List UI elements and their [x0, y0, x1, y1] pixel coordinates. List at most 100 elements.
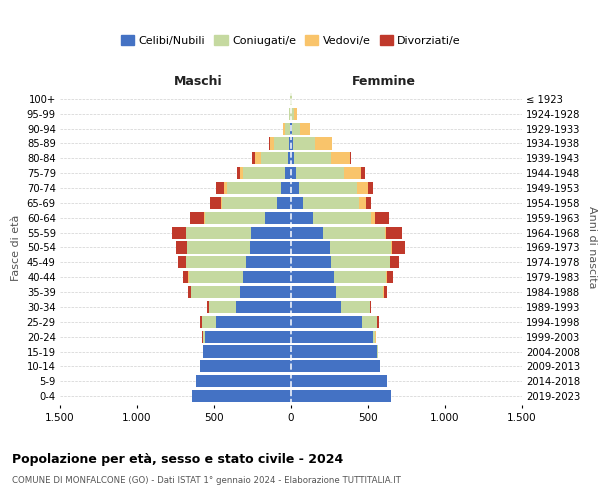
- Bar: [291, 256, 331, 268]
- Text: Maschi: Maschi: [174, 75, 223, 88]
- Bar: [187, 242, 250, 254]
- Bar: [281, 182, 291, 194]
- Bar: [291, 212, 313, 224]
- Bar: [291, 346, 377, 358]
- Bar: [178, 256, 186, 268]
- Bar: [291, 242, 329, 254]
- Bar: [203, 346, 291, 358]
- Bar: [329, 242, 391, 254]
- Bar: [202, 330, 203, 342]
- Bar: [236, 301, 291, 313]
- Bar: [289, 138, 291, 149]
- Bar: [389, 256, 391, 268]
- Bar: [277, 197, 291, 209]
- Bar: [377, 346, 378, 358]
- Bar: [283, 122, 285, 134]
- Bar: [288, 152, 291, 164]
- Bar: [331, 152, 350, 164]
- Bar: [186, 226, 251, 238]
- Bar: [291, 167, 296, 179]
- Bar: [386, 226, 401, 238]
- Bar: [291, 330, 373, 342]
- Bar: [357, 182, 368, 194]
- Bar: [243, 167, 285, 179]
- Bar: [205, 212, 265, 224]
- Bar: [294, 152, 331, 164]
- Bar: [341, 301, 370, 313]
- Bar: [291, 226, 323, 238]
- Bar: [205, 330, 291, 342]
- Bar: [361, 167, 365, 179]
- Bar: [222, 197, 277, 209]
- Bar: [211, 197, 221, 209]
- Bar: [365, 197, 371, 209]
- Bar: [255, 152, 260, 164]
- Bar: [241, 167, 243, 179]
- Bar: [208, 301, 209, 313]
- Bar: [291, 152, 294, 164]
- Bar: [291, 138, 293, 149]
- Bar: [269, 138, 270, 149]
- Bar: [285, 167, 291, 179]
- Bar: [291, 122, 292, 134]
- Bar: [371, 212, 375, 224]
- Bar: [387, 271, 392, 283]
- Bar: [313, 212, 371, 224]
- Bar: [285, 122, 290, 134]
- Bar: [385, 226, 386, 238]
- Bar: [373, 330, 376, 342]
- Bar: [391, 242, 392, 254]
- Bar: [334, 271, 386, 283]
- Bar: [253, 152, 255, 164]
- Bar: [291, 271, 334, 283]
- Bar: [291, 375, 387, 388]
- Bar: [188, 271, 243, 283]
- Bar: [204, 212, 205, 224]
- Bar: [172, 226, 185, 238]
- Bar: [291, 286, 337, 298]
- Text: Popolazione per età, sesso e stato civile - 2024: Popolazione per età, sesso e stato civil…: [12, 452, 343, 466]
- Bar: [292, 122, 300, 134]
- Bar: [296, 167, 344, 179]
- Bar: [176, 242, 187, 254]
- Y-axis label: Anni di nascita: Anni di nascita: [587, 206, 598, 288]
- Bar: [291, 390, 391, 402]
- Bar: [265, 212, 291, 224]
- Bar: [247, 256, 291, 268]
- Bar: [185, 226, 186, 238]
- Bar: [250, 242, 291, 254]
- Bar: [224, 182, 227, 194]
- Bar: [183, 271, 188, 283]
- Bar: [391, 256, 399, 268]
- Y-axis label: Fasce di età: Fasce di età: [11, 214, 21, 280]
- Bar: [196, 375, 291, 388]
- Bar: [294, 108, 296, 120]
- Bar: [203, 330, 205, 342]
- Bar: [344, 167, 361, 179]
- Bar: [323, 226, 385, 238]
- Bar: [202, 316, 215, 328]
- Bar: [337, 286, 383, 298]
- Bar: [221, 197, 222, 209]
- Bar: [384, 286, 386, 298]
- Bar: [304, 197, 359, 209]
- Bar: [251, 226, 291, 238]
- Bar: [274, 138, 289, 149]
- Legend: Celibi/Nubili, Coniugati/e, Vedovi/e, Divorziati/e: Celibi/Nubili, Coniugati/e, Vedovi/e, Di…: [119, 32, 463, 48]
- Bar: [291, 182, 299, 194]
- Bar: [209, 301, 236, 313]
- Bar: [270, 138, 274, 149]
- Bar: [359, 197, 365, 209]
- Bar: [368, 182, 373, 194]
- Bar: [293, 138, 315, 149]
- Bar: [291, 197, 304, 209]
- Bar: [289, 108, 290, 120]
- Bar: [200, 316, 202, 328]
- Bar: [188, 286, 191, 298]
- Bar: [260, 152, 288, 164]
- Bar: [191, 286, 240, 298]
- Bar: [190, 212, 204, 224]
- Bar: [227, 182, 281, 194]
- Text: COMUNE DI MONFALCONE (GO) - Dati ISTAT 1° gennaio 2024 - Elaborazione TUTTITALIA: COMUNE DI MONFALCONE (GO) - Dati ISTAT 1…: [12, 476, 401, 485]
- Bar: [375, 212, 389, 224]
